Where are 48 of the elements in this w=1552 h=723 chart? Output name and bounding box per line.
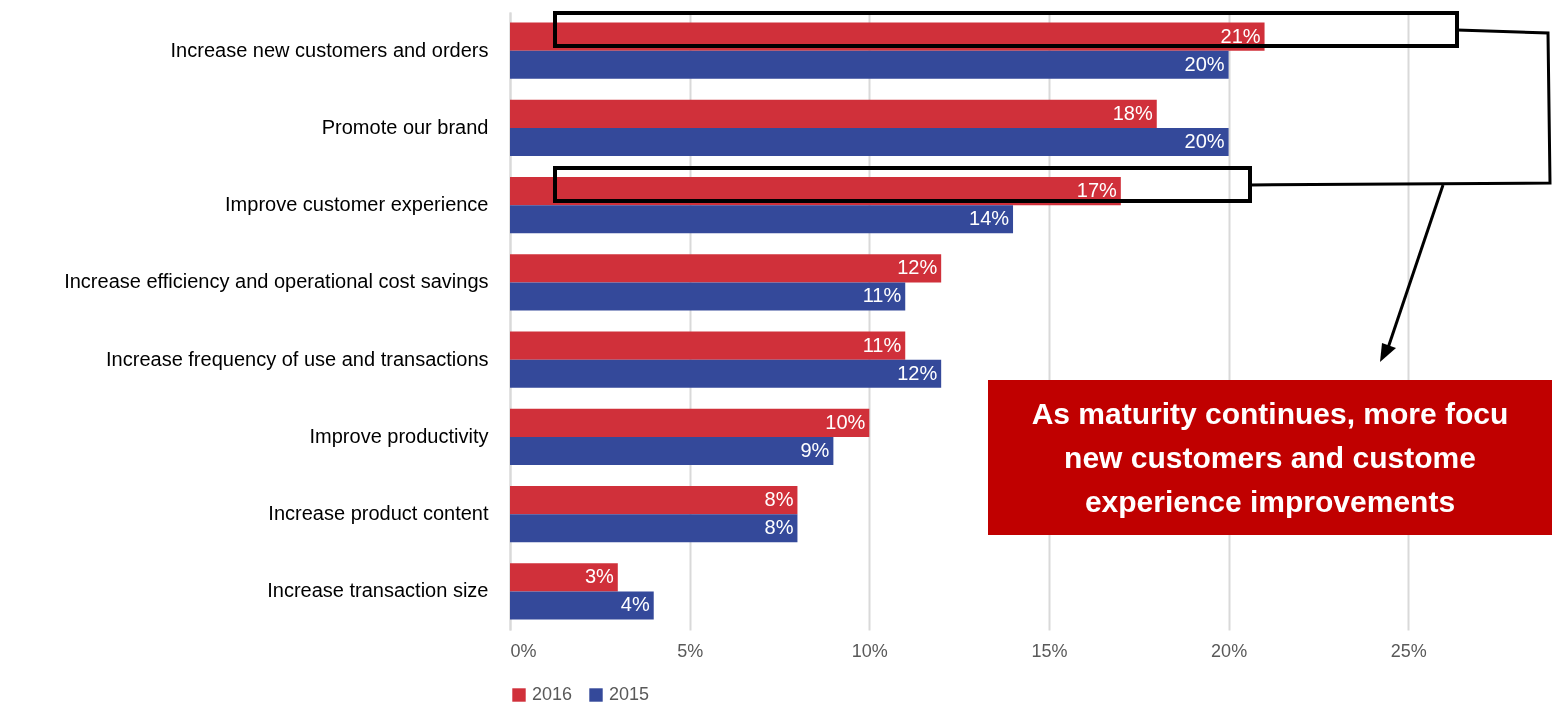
bar bbox=[510, 127, 1229, 157]
y-tick-label: Increase frequency of use and transactions bbox=[106, 347, 489, 370]
x-tick-label: 25% bbox=[1390, 640, 1427, 661]
x-tick-label: 20% bbox=[1211, 640, 1248, 661]
data-label: 4% bbox=[620, 593, 650, 616]
y-tick-label: Promote our brand bbox=[321, 115, 489, 138]
y-tick-label: Improve productivity bbox=[309, 424, 489, 447]
bar bbox=[510, 485, 798, 515]
data-label: 12% bbox=[897, 256, 938, 279]
bar bbox=[510, 359, 942, 388]
data-label: 21% bbox=[1220, 24, 1261, 47]
data-label: 11% bbox=[862, 333, 902, 356]
data-label: 8% bbox=[764, 488, 794, 511]
data-label: 17% bbox=[1076, 179, 1118, 202]
bar bbox=[510, 563, 618, 592]
y-tick-label: Improve customer experience bbox=[225, 193, 489, 216]
data-label: 14% bbox=[969, 207, 1010, 230]
data-label: 10% bbox=[825, 410, 866, 433]
x-tick-label: 15% bbox=[1031, 640, 1068, 661]
annotation: new customers and custome bbox=[1064, 439, 1476, 476]
data-label: 20% bbox=[1184, 52, 1225, 75]
bar bbox=[510, 591, 654, 620]
annotation: experience improvements bbox=[1084, 483, 1456, 520]
y-tick-label: Increase new customers and orders bbox=[170, 38, 489, 61]
y-tick-label: Increase efficiency and operational cost savings bbox=[64, 270, 489, 293]
x-tick-label: 0% bbox=[510, 640, 537, 661]
data-label: 9% bbox=[800, 438, 830, 461]
bar bbox=[510, 514, 798, 543]
y-tick-label: Increase product content bbox=[268, 502, 489, 525]
bar bbox=[510, 331, 906, 360]
x-tick-label: 10% bbox=[851, 640, 888, 661]
data-label: 11% bbox=[862, 284, 902, 307]
x-tick-label: 5% bbox=[677, 640, 704, 661]
bar bbox=[510, 408, 870, 437]
bar bbox=[510, 282, 906, 311]
callout-box: As maturity continues, more focu new customers and custome experience improvements bbox=[988, 380, 1552, 535]
data-label: 18% bbox=[1112, 101, 1153, 124]
data-label: 12% bbox=[897, 361, 938, 384]
data-label: 8% bbox=[764, 516, 794, 539]
bar bbox=[510, 436, 834, 466]
legend-label: 2015 bbox=[609, 684, 650, 704]
data-label: 3% bbox=[584, 565, 615, 588]
annotation: As maturity continues, more focu bbox=[1031, 395, 1509, 432]
legend-label: 2016 bbox=[532, 684, 573, 704]
data-label: 20% bbox=[1184, 129, 1225, 152]
bar bbox=[510, 99, 1157, 128]
y-tick-label: Increase transaction size bbox=[267, 579, 489, 602]
bar bbox=[510, 254, 942, 283]
